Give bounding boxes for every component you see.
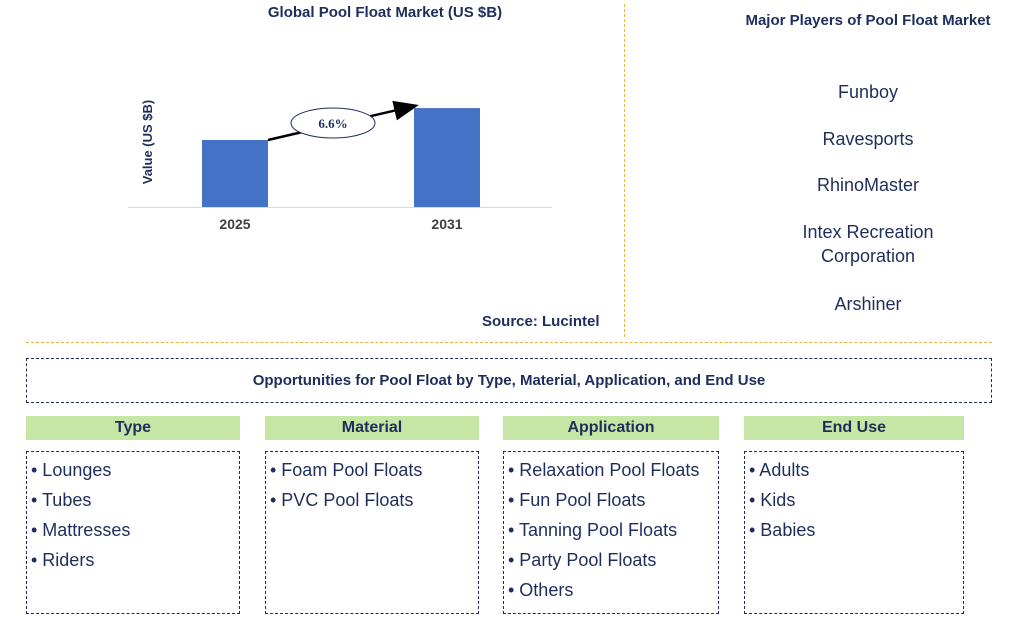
type-list: • Lounges • Tubes • Mattresses • Riders <box>26 451 240 614</box>
bar-2025 <box>202 139 268 207</box>
player-item: Arshiner <box>834 294 902 314</box>
list-item: • Tubes <box>31 490 92 510</box>
list-item: • Adults <box>749 460 810 480</box>
player-item: Funboy <box>837 82 899 102</box>
material-header: Material <box>265 416 479 440</box>
players-title: Major Players of Pool Float Market <box>745 12 991 29</box>
horizontal-divider <box>26 342 992 343</box>
list-item: • Kids <box>749 490 796 510</box>
application-list: • Relaxation Pool Floats • Fun Pool Floa… <box>503 451 719 614</box>
list-item: • Lounges <box>31 460 112 480</box>
player-item: Ravesports <box>822 129 914 149</box>
opportunities-title: Opportunities for Pool Float by Type, Ma… <box>26 358 992 403</box>
list-item: • Mattresses <box>31 520 131 540</box>
list-item: • PVC Pool Floats <box>270 490 414 510</box>
type-header: Type <box>26 416 240 440</box>
vertical-divider <box>624 4 625 337</box>
material-list: • Foam Pool Floats • PVC Pool Floats <box>265 451 479 614</box>
cagr-label: 6.6% <box>318 116 347 131</box>
x-tick-label: 2031 <box>431 216 462 232</box>
list-item: • Party Pool Floats <box>508 550 657 570</box>
list-item: • Relaxation Pool Floats <box>508 460 700 480</box>
cagr-ellipse <box>290 107 376 139</box>
player-item: Intex Recreation Corporation <box>802 222 934 266</box>
end-use-list: • Adults • Kids • Babies <box>744 451 964 614</box>
x-tick-label: 2025 <box>219 216 250 232</box>
y-axis-label: Value (US $B) <box>140 100 155 185</box>
list-item: • Babies <box>749 520 816 540</box>
list-item: • Riders <box>31 550 95 570</box>
end-use-header: End Use <box>744 416 964 440</box>
application-header: Application <box>503 416 719 440</box>
list-item: • Others <box>508 580 574 600</box>
player-item: RhinoMaster <box>816 175 920 195</box>
source-note: Source: Lucintel <box>482 313 600 330</box>
bar-2031 <box>414 108 480 207</box>
opportunities-title-text: Opportunities for Pool Float by Type, Ma… <box>252 372 766 389</box>
chart-title: Global Pool Float Market (US $B) <box>267 4 503 21</box>
list-item: • Tanning Pool Floats <box>508 520 678 540</box>
list-item: • Foam Pool Floats <box>270 460 423 480</box>
list-item: • Fun Pool Floats <box>508 490 646 510</box>
bar-chart: Value (US $B) 2025 2031 6.6% <box>128 100 552 232</box>
